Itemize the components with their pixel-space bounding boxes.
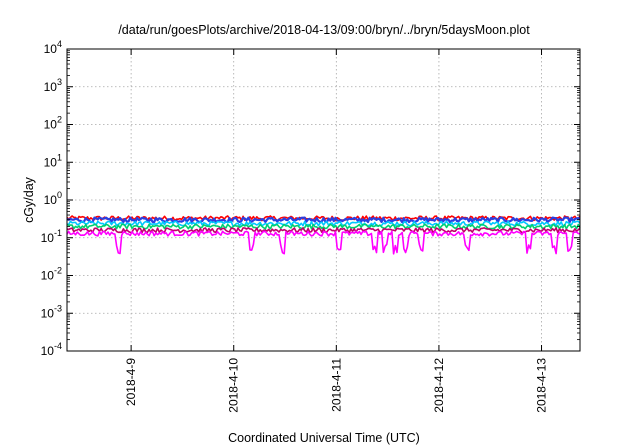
x-axis-label: Coordinated Universal Time (UTC) — [228, 431, 420, 445]
series-line — [66, 215, 581, 222]
x-tick-label: 2018-4-13 — [535, 358, 549, 413]
y-tick-label: 100 — [44, 190, 62, 207]
y-tick-label: 102 — [44, 115, 62, 132]
y-tick-label: 101 — [44, 152, 62, 169]
ticks — [67, 48, 580, 352]
y-tick-label: 104 — [44, 39, 62, 56]
series-line — [66, 220, 581, 227]
x-tick-label: 2018-4-10 — [227, 358, 241, 413]
y-axis-label: cGy/day — [22, 176, 36, 223]
series-line — [66, 223, 581, 230]
series-line — [66, 216, 581, 224]
y-tick-label: 10-2 — [41, 266, 62, 283]
series-line — [66, 230, 581, 255]
y-tick-label: 10-3 — [41, 303, 62, 320]
y-tick-label: 10-1 — [41, 228, 62, 245]
x-tick-labels: 2018-4-9 2018-4-10 2018-4-11 2018-4-12 2018-… — [124, 358, 548, 413]
y-tick-label: 103 — [44, 77, 62, 94]
y-tick-label: 10-4 — [41, 341, 62, 358]
x-tick-label: 2018-4-11 — [329, 358, 343, 412]
grid — [67, 49, 580, 351]
series-line — [66, 227, 581, 234]
y-tick-labels: 10-4 10-3 10-2 10-1 100 101 102 103 104 — [41, 39, 62, 358]
chart-title: /data/run/goesPlots/archive/2018-04-13/0… — [118, 23, 530, 37]
series-layer — [66, 215, 581, 255]
x-tick-label: 2018-4-12 — [432, 358, 446, 413]
x-tick-label: 2018-4-9 — [124, 358, 138, 406]
